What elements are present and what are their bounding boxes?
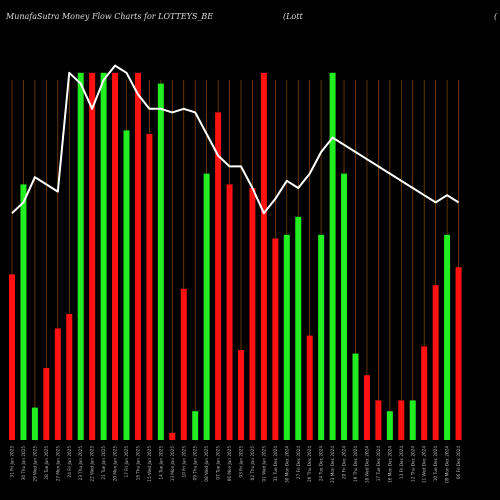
flow-bar	[123, 130, 130, 440]
x-tick-label: 29 Wed Jan 2025	[32, 446, 37, 482]
trend-line	[11, 64, 460, 215]
x-tick-label: 17 Tue Dec 2024	[376, 446, 381, 482]
flow-bar	[134, 72, 141, 441]
flow-bar	[43, 368, 50, 440]
x-tick-label: 20 Mon Jan 2025	[113, 446, 118, 482]
flow-bar	[432, 285, 439, 440]
x-tick-label: 24 Tue Dec 2024	[319, 446, 324, 482]
flow-bar	[66, 314, 73, 440]
bar-layer	[9, 72, 462, 441]
x-tick-label: 06 Fri Dec 2024	[456, 446, 461, 479]
flow-bar	[203, 173, 210, 440]
x-tick-label: 20 Fri Dec 2024	[342, 446, 347, 479]
x-tick-label: 21 Tue Jan 2025	[101, 446, 106, 480]
flow-bar	[89, 72, 96, 441]
chart-title-tail: (	[494, 12, 498, 21]
flow-bar	[31, 407, 38, 440]
x-tick-label: 16 Thu Jan 2025	[135, 446, 140, 481]
x-tick-label: 09 Thu Jan 2025	[193, 446, 198, 481]
flow-bar	[421, 346, 428, 440]
flow-bar	[444, 234, 451, 440]
flow-bar	[226, 184, 233, 440]
x-tick-label: 23 Mon Dec 2024	[330, 446, 335, 483]
x-tick-label: 28 Tue Jan 2025	[44, 446, 49, 480]
x-tick-label: 13 Mon Jan 2025	[170, 446, 175, 482]
flow-bar	[112, 72, 119, 441]
x-tick-label: 13 Fri Dec 2024	[399, 446, 404, 479]
x-tick-label: 26 Thu Dec 2024	[307, 446, 312, 482]
flow-bar	[20, 184, 27, 440]
flow-bar	[157, 83, 164, 440]
x-tick-label: 11 Wed Dec 2024	[422, 446, 427, 484]
x-tick-label: 01 Wed Jan 2025	[261, 446, 266, 482]
x-tick-label: 06 Mon Jan 2025	[227, 446, 232, 482]
x-tick-label: 10 Fri Jan 2025	[181, 446, 186, 478]
x-tick-label: 30 Thu Jan 2025	[21, 446, 26, 481]
flow-bar	[192, 411, 199, 440]
flow-bar	[295, 216, 302, 440]
flow-bar	[409, 400, 416, 440]
flow-bar	[238, 350, 244, 440]
x-tick-label: 15 Wed Jan 2025	[147, 446, 152, 482]
x-tick-label: 17 Fri Jan 2025	[124, 446, 129, 478]
label-layer: 31 Fri Jan 2025 30 Thu Jan 2025 29 Wed Jan…	[10, 446, 462, 484]
x-tick-label: 27 Mon Jan 2025	[55, 446, 60, 482]
flow-bar	[318, 234, 325, 440]
flow-bar	[249, 188, 256, 440]
flow-bar	[54, 328, 61, 440]
flow-bar	[169, 432, 176, 440]
flow-bar	[272, 238, 279, 440]
title-row: MunafaSutra Money Flow Charts for LOTTEY…	[0, 12, 500, 26]
x-tick-label: 03 Fri Jan 2025	[239, 446, 244, 478]
flow-bar	[215, 112, 222, 441]
flow-bar	[306, 335, 313, 440]
x-tick-label: 31 Fri Jan 2025	[10, 446, 15, 478]
x-tick-label: 07 Tue Jan 2025	[216, 446, 221, 480]
chart-title-extra: (Lott	[283, 12, 303, 21]
flow-bar	[375, 400, 382, 440]
x-tick-label: 18 Wed Dec 2024	[364, 446, 369, 484]
x-tick-label: 24 Fri Jan 2025	[67, 446, 72, 478]
x-tick-label: 10 Tue Dec 2024	[433, 446, 438, 482]
flow-bar	[329, 72, 336, 441]
x-tick-label: 12 Thu Dec 2024	[410, 446, 415, 482]
x-tick-label: 02 Thu Jan 2025	[250, 446, 255, 481]
x-tick-label: 22 Wed Jan 2025	[90, 446, 95, 482]
x-tick-label: 30 Mon Dec 2024	[284, 446, 289, 483]
flow-bar	[100, 72, 107, 441]
x-tick-label: 08 Wed Jan 2025	[204, 446, 209, 482]
x-tick-label: 23 Thu Jan 2025	[78, 446, 83, 481]
x-tick-label: 31 Tue Dec 2024	[273, 446, 278, 482]
line-layer	[11, 64, 460, 215]
flow-bar	[283, 234, 290, 440]
flow-bar	[146, 134, 153, 440]
x-tick-label: 27 Fri Dec 2024	[296, 446, 301, 479]
flow-bar	[260, 72, 267, 441]
flow-bar	[398, 400, 405, 440]
flow-bar	[455, 267, 462, 440]
flow-bar	[341, 173, 348, 440]
x-tick-label: 16 Mon Dec 2024	[387, 446, 392, 483]
x-tick-label: 09 Mon Dec 2024	[445, 446, 450, 483]
x-tick-label: 14 Tue Jan 2025	[158, 446, 163, 480]
x-tick-label: 19 Thu Dec 2024	[353, 446, 358, 482]
flow-bar	[77, 72, 84, 441]
flow-bar	[386, 411, 393, 440]
flow-bar	[363, 375, 370, 440]
flow-bar	[9, 274, 15, 440]
flow-bar	[180, 288, 187, 440]
chart-title: MunafaSutra Money Flow Charts for LOTTEY…	[6, 12, 214, 21]
flow-bar	[352, 353, 359, 440]
